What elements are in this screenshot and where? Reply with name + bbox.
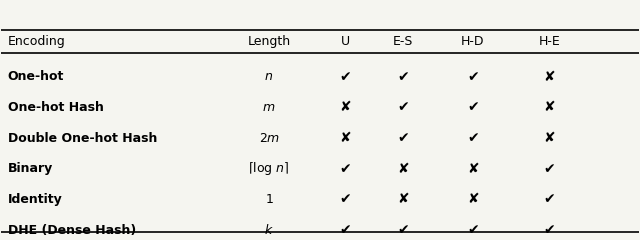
Text: ✘: ✘ (397, 192, 409, 206)
Text: Double One-hot Hash: Double One-hot Hash (8, 132, 157, 145)
Text: ✔: ✔ (543, 192, 556, 206)
Text: $k$: $k$ (264, 223, 274, 237)
Text: H-E: H-E (538, 35, 560, 48)
Text: One-hot: One-hot (8, 70, 64, 83)
Text: Length: Length (248, 35, 291, 48)
Text: ✔: ✔ (543, 223, 556, 237)
Text: One-hot Hash: One-hot Hash (8, 101, 104, 114)
Text: Identity: Identity (8, 193, 63, 206)
Text: ✘: ✘ (340, 131, 351, 145)
Text: ✔: ✔ (397, 131, 409, 145)
Text: ✔: ✔ (467, 101, 479, 114)
Text: ✔: ✔ (397, 101, 409, 114)
Text: DHE (Dense Hash): DHE (Dense Hash) (8, 224, 136, 237)
Text: ✘: ✘ (543, 70, 556, 84)
Text: E-S: E-S (393, 35, 413, 48)
Text: $n$: $n$ (264, 70, 273, 83)
Text: $\lceil\log\, n\rceil$: $\lceil\log\, n\rceil$ (248, 160, 290, 177)
Text: Encoding: Encoding (8, 35, 65, 48)
Text: ✔: ✔ (340, 192, 351, 206)
Text: ✘: ✘ (543, 131, 556, 145)
Text: ✔: ✔ (397, 223, 409, 237)
Text: ✔: ✔ (340, 70, 351, 84)
Text: ✔: ✔ (397, 70, 409, 84)
Text: ✘: ✘ (397, 162, 409, 176)
Text: U: U (341, 35, 350, 48)
Text: ✔: ✔ (340, 162, 351, 176)
Text: ✔: ✔ (340, 223, 351, 237)
Text: Binary: Binary (8, 162, 53, 175)
Text: ✔: ✔ (467, 70, 479, 84)
Text: $1$: $1$ (265, 193, 273, 206)
Text: H-D: H-D (461, 35, 484, 48)
Text: ✘: ✘ (340, 101, 351, 114)
Text: ✔: ✔ (467, 131, 479, 145)
Text: ✘: ✘ (467, 192, 479, 206)
Text: ✔: ✔ (467, 223, 479, 237)
Text: $2m$: $2m$ (259, 132, 280, 145)
Text: ✘: ✘ (543, 101, 556, 114)
Text: $m$: $m$ (262, 101, 276, 114)
Text: ✘: ✘ (467, 162, 479, 176)
Text: ✔: ✔ (543, 162, 556, 176)
